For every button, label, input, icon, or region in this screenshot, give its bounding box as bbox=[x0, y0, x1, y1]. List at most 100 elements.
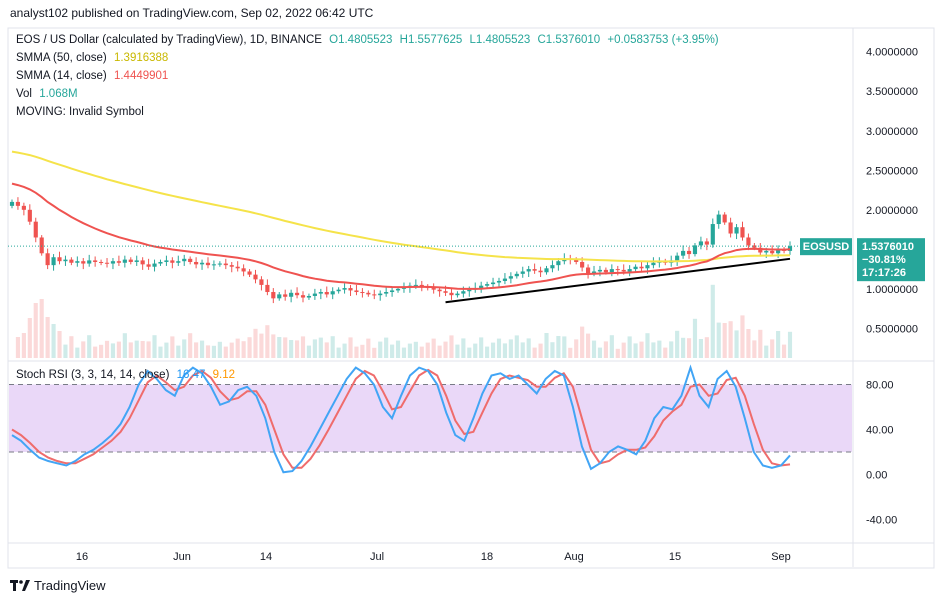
candle-body bbox=[164, 260, 169, 262]
volume-bar bbox=[122, 333, 127, 358]
candlesticks bbox=[9, 197, 793, 304]
candle-body bbox=[390, 290, 395, 293]
volume-legend: Vol 1.068M bbox=[16, 88, 82, 100]
volume-bar bbox=[128, 342, 133, 358]
candle-body bbox=[283, 294, 288, 297]
volume-bar bbox=[306, 345, 312, 358]
price-badge: EOSUSD 1.5376010 −30.81% 17:17:26 bbox=[8, 238, 925, 282]
volume-bar bbox=[580, 326, 585, 358]
time-axis-tick: 15 bbox=[669, 551, 681, 563]
candle-body bbox=[188, 258, 193, 262]
candle-body bbox=[395, 288, 401, 291]
candle-body bbox=[140, 260, 145, 265]
volume-bar bbox=[199, 340, 205, 358]
candle-body bbox=[247, 271, 252, 275]
volume-bar bbox=[663, 347, 668, 358]
candle-body bbox=[776, 249, 781, 254]
volume-bar bbox=[526, 338, 531, 358]
volume-bar bbox=[461, 338, 466, 358]
volume-bar bbox=[562, 336, 567, 358]
candle-body bbox=[99, 261, 104, 263]
volume-bar bbox=[342, 343, 347, 358]
candle-body bbox=[259, 279, 264, 285]
volume-bar bbox=[722, 323, 727, 358]
sma14-legend: SMMA (14, close) 1.4449901 bbox=[16, 70, 172, 82]
candle-body bbox=[597, 269, 603, 272]
sma14-label: SMMA (14, close) bbox=[16, 70, 107, 82]
stoch-legend: Stoch RSI (3, 3, 14, 14, close) 16.47 9.… bbox=[16, 369, 239, 381]
volume-bar bbox=[710, 284, 715, 358]
candle-body bbox=[734, 227, 739, 234]
volume-bar bbox=[75, 347, 80, 358]
candle-body bbox=[170, 260, 175, 263]
ohlc-low: L1.4805523 bbox=[469, 34, 531, 46]
candle-body bbox=[348, 288, 353, 291]
volume-bar bbox=[508, 339, 513, 358]
candle-body bbox=[645, 265, 650, 269]
volume-bar bbox=[787, 331, 793, 358]
volume-bar bbox=[265, 325, 270, 358]
volume-bar bbox=[247, 337, 252, 358]
volume-bar bbox=[259, 333, 264, 358]
volume-bar bbox=[621, 342, 626, 358]
candle-body bbox=[33, 221, 38, 238]
candle-body bbox=[591, 271, 597, 274]
volume-bar bbox=[33, 303, 38, 358]
volume-bar bbox=[324, 342, 329, 358]
volume-bar bbox=[419, 346, 424, 358]
volume-bar bbox=[360, 344, 365, 358]
candle-body bbox=[229, 265, 234, 267]
stoch-axis-tick: -40.00 bbox=[866, 515, 897, 527]
candle-body bbox=[294, 292, 300, 296]
volume-bar bbox=[176, 345, 181, 358]
volume-bar bbox=[609, 335, 614, 358]
stoch-axis-tick: 40.00 bbox=[866, 425, 894, 437]
candle-body bbox=[770, 250, 775, 254]
volume-bar bbox=[675, 330, 680, 358]
volume-bar bbox=[348, 337, 353, 358]
smma50-line bbox=[11, 150, 791, 263]
volume-bar bbox=[158, 346, 163, 358]
volume-bar bbox=[45, 317, 50, 358]
volume-bar bbox=[235, 338, 240, 358]
smma14-line bbox=[11, 182, 791, 290]
volume-bar bbox=[591, 340, 597, 358]
price-axis-tick: 2.0000000 bbox=[866, 205, 918, 217]
candle-body bbox=[627, 269, 632, 272]
volume-bar bbox=[574, 339, 579, 358]
stoch-axis-tick: 80.00 bbox=[866, 380, 894, 392]
candle-body bbox=[158, 261, 163, 264]
symbol-legend: EOS / US Dollar (calculated by TradingVi… bbox=[16, 34, 723, 46]
candle-body bbox=[585, 267, 591, 274]
volume-bar bbox=[651, 342, 656, 358]
volume-bar bbox=[110, 343, 116, 358]
volume-bar bbox=[502, 343, 508, 358]
volume-bars bbox=[15, 284, 793, 358]
volume-bar bbox=[395, 340, 401, 358]
volume-bar bbox=[633, 343, 638, 358]
volume-bar bbox=[81, 341, 86, 358]
candle-body bbox=[479, 285, 484, 289]
candle-body bbox=[675, 255, 680, 261]
price-axis-tick: 3.0000000 bbox=[866, 126, 918, 138]
candle-body bbox=[87, 260, 92, 264]
candle-body bbox=[199, 262, 205, 265]
candle-body bbox=[21, 205, 26, 210]
candle-body bbox=[746, 237, 751, 246]
candle-body bbox=[306, 295, 312, 298]
volume-bar bbox=[479, 337, 484, 358]
volume-bar bbox=[205, 345, 211, 358]
candle-body bbox=[621, 269, 626, 272]
candle-body bbox=[104, 262, 110, 264]
sma14-value: 1.4449901 bbox=[113, 70, 169, 82]
candle-body bbox=[710, 224, 715, 245]
price-axis-tick: 4.0000000 bbox=[866, 47, 918, 59]
price-axis-tick: 2.5000000 bbox=[866, 165, 918, 177]
volume-bar bbox=[390, 344, 395, 358]
publisher-header: analyst102 published on TradingView.com,… bbox=[10, 6, 374, 20]
tradingview-logo-icon bbox=[10, 579, 30, 591]
volume-label: Vol bbox=[16, 88, 32, 100]
volume-bar bbox=[734, 330, 739, 358]
candle-body bbox=[787, 246, 793, 251]
volume-bar bbox=[336, 347, 341, 358]
